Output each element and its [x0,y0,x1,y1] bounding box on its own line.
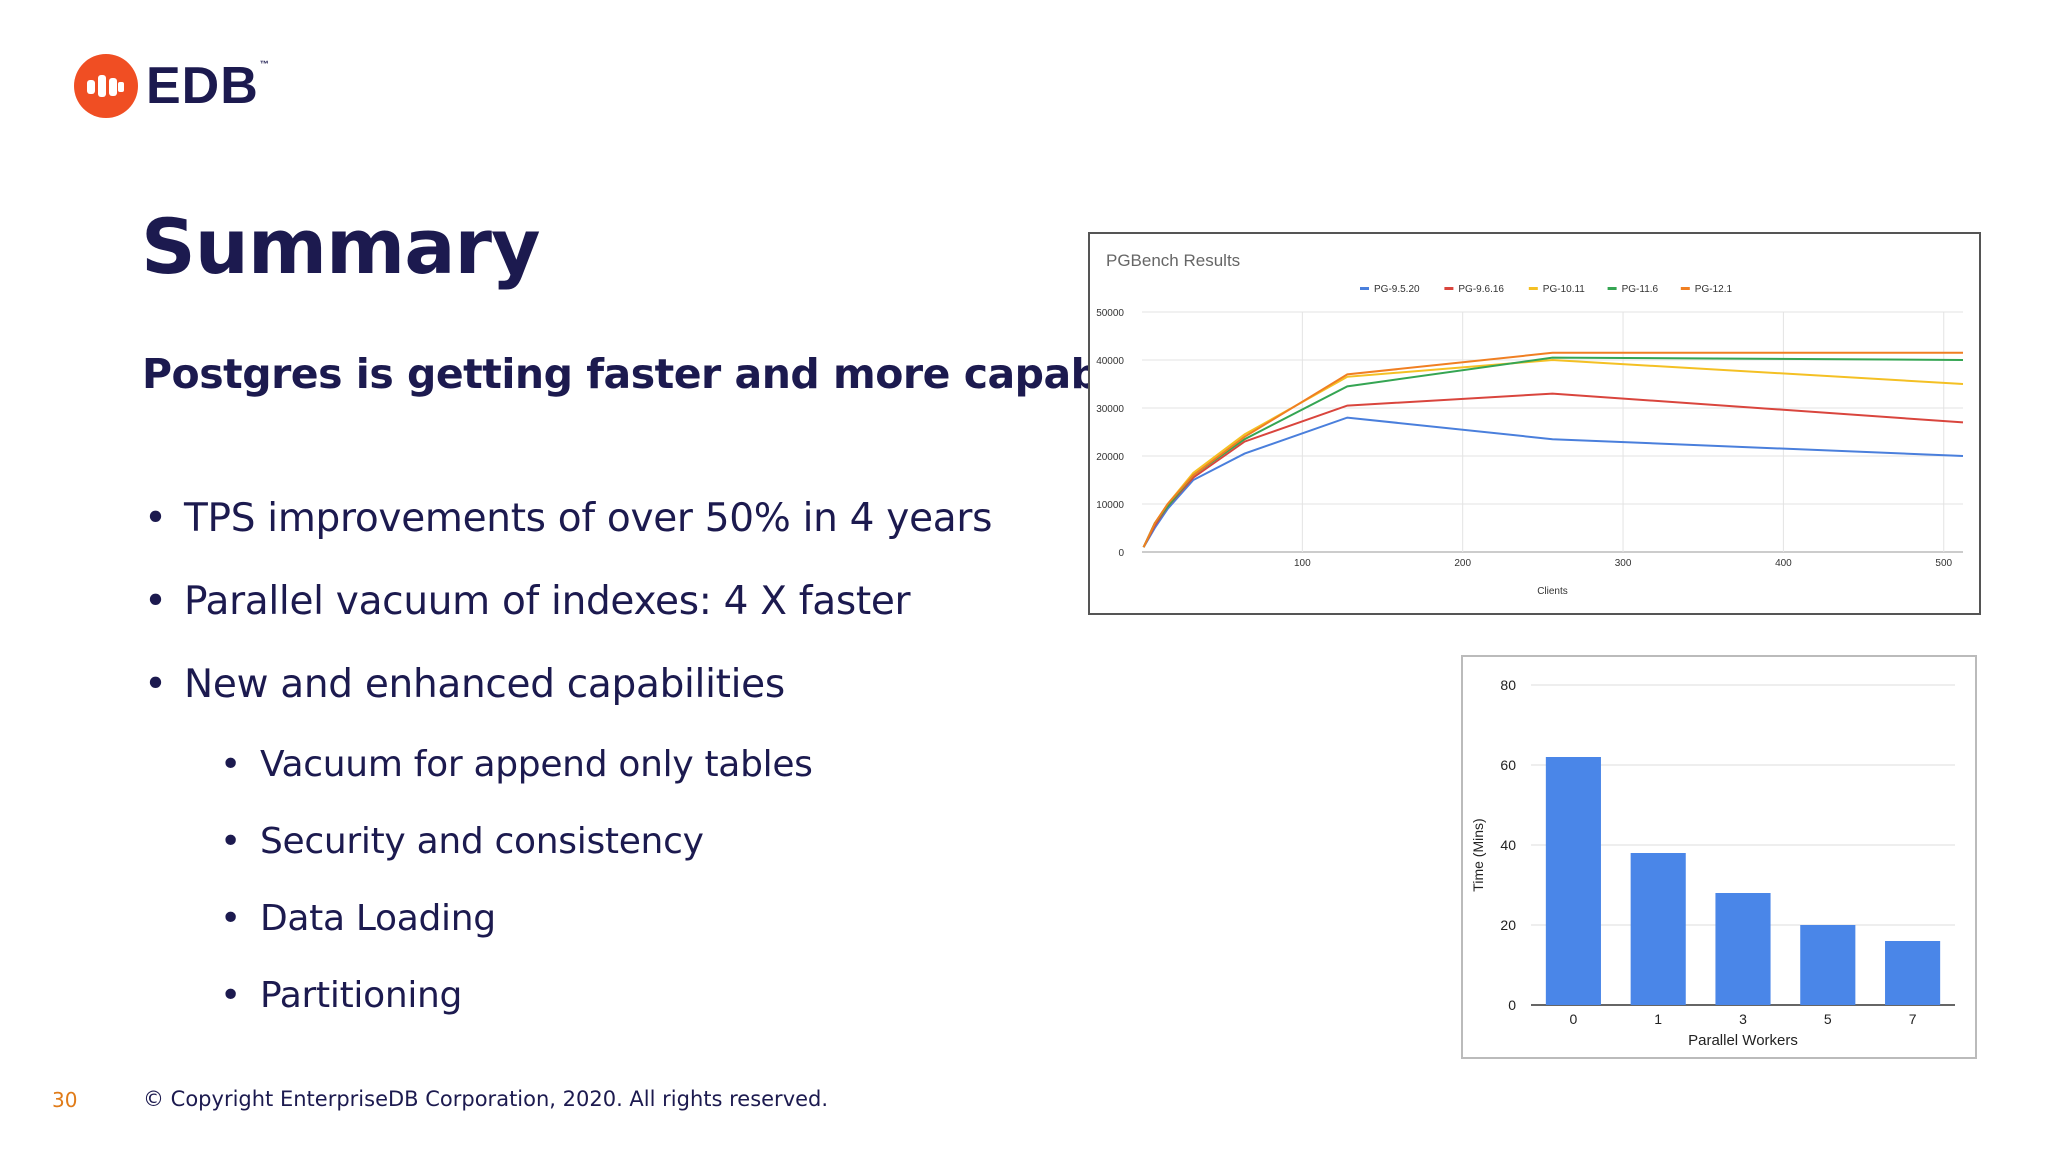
pgbench-chart-svg: PGBench Results PG-9.5.20 PG-9.6.16 PG-10.1… [1096,251,1964,597]
y-tick-label: 40 [1500,837,1516,853]
legend-swatch [1360,287,1369,290]
bullet-item: • TPS improvements of over 50% in 4 years [144,496,993,541]
sub-bullet-item: • Vacuum for append only tables [220,744,813,785]
page-number: 30 [52,1088,78,1112]
x-tick-label: 500 [1935,558,1952,569]
slide-title: Summary [141,202,541,291]
legend-label: PG-9.5.20 [1374,284,1420,295]
x-tick-label: 3 [1739,1011,1747,1027]
y-tick-label: 20 [1500,917,1516,933]
y-tick-label: 0 [1118,548,1124,559]
x-tick-label: 1 [1654,1011,1662,1027]
legend-swatch [1607,287,1617,290]
bar [1545,757,1601,1005]
series-line [1142,416,1964,548]
sub-bullet-item: • Data Loading [220,898,496,939]
legend-label: PG-11.6 [1622,284,1659,295]
bar-chart-svg: 0 20 40 60 80 0 1 3 5 7 Parallel Workers Time (Mins… [1470,677,1955,1049]
y-tick-label: 80 [1500,677,1516,693]
bullet-item: • New and enhanced capabilities [144,662,785,707]
series-line [1142,356,1964,548]
series-line [1142,392,1964,548]
y-tick-label: 40000 [1096,356,1124,367]
x-axis-label: Clients [1537,586,1568,597]
legend-label: PG-9.6.16 [1458,284,1504,295]
legend-swatch [1444,287,1454,290]
y-tick-label: 20000 [1096,452,1124,463]
bullet-item: • Parallel vacuum of indexes: 4 X faster [144,579,911,624]
pgbench-line-chart: PGBench Results PG-9.5.20 PG-9.6.16 PG-10.1… [1088,232,1981,615]
legend-label: PG-10.11 [1543,284,1585,295]
y-tick-label: 10000 [1096,500,1124,511]
y-tick-label: 50000 [1096,308,1124,319]
logo-wordmark: EDB™ [146,57,270,115]
y-tick-label: 0 [1508,997,1516,1013]
slide-subtitle: Postgres is getting faster and more capa… [142,350,1141,398]
y-tick-label: 30000 [1096,404,1124,415]
parallel-vacuum-bar-chart: 0 20 40 60 80 0 1 3 5 7 Parallel Workers Time (Mins… [1461,655,1977,1059]
bar [1885,941,1941,1005]
x-tick-label: 0 [1570,1011,1578,1027]
edb-logo: EDB™ [74,54,270,118]
bar [1630,853,1686,1005]
legend-swatch [1680,287,1690,290]
y-tick-label: 60 [1500,757,1516,773]
elephant-logo-icon [74,54,138,118]
x-tick-label: 200 [1454,558,1471,569]
copyright-notice: © Copyright EnterpriseDB Corporation, 20… [143,1087,829,1111]
series-line [1142,358,1964,548]
sub-bullet-item: • Security and consistency [220,821,704,862]
x-tick-label: 100 [1294,558,1311,569]
legend-swatch [1528,287,1538,290]
chart-title: PGBench Results [1106,251,1240,270]
x-axis-label: Parallel Workers [1688,1032,1798,1049]
series-line [1142,351,1963,548]
x-tick-label: 5 [1824,1011,1832,1027]
x-tick-label: 7 [1909,1011,1917,1027]
sub-bullet-item: • Partitioning [220,975,463,1016]
bar [1715,893,1771,1005]
y-axis-label: Time (Mins) [1470,818,1486,891]
x-tick-label: 300 [1615,558,1632,569]
legend-label: PG-12.1 [1695,284,1733,295]
x-tick-label: 400 [1775,558,1792,569]
bar [1800,925,1856,1005]
